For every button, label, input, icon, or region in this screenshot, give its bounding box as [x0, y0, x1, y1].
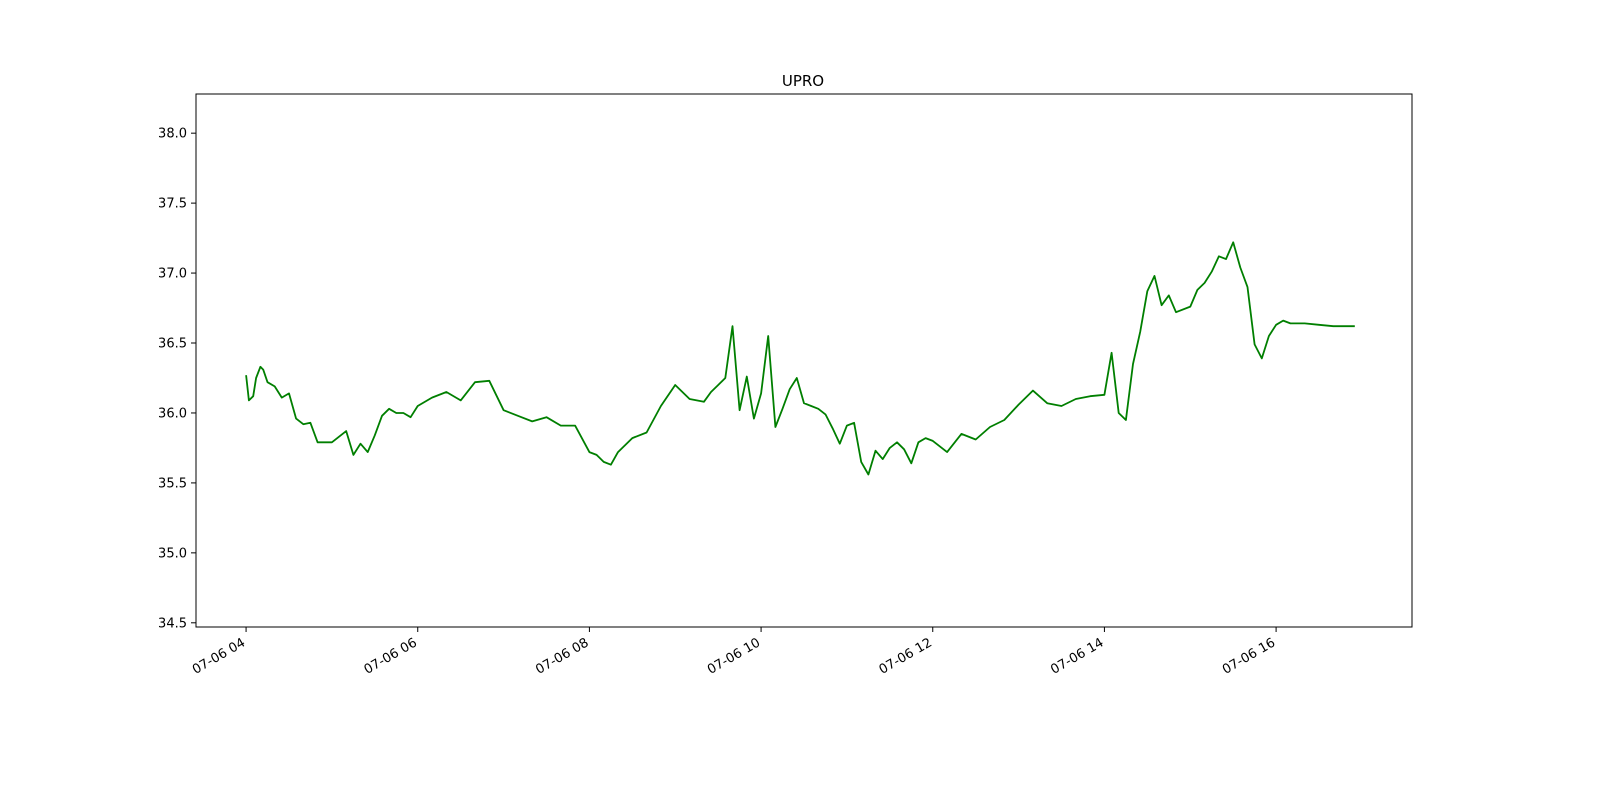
x-tick-label: 07-06 04: [190, 635, 248, 677]
x-tick-label: 07-06 08: [533, 635, 591, 677]
y-tick-label: 36.0: [158, 406, 187, 421]
chart-title: UPRO: [782, 72, 824, 90]
x-tick-label: 07-06 10: [705, 635, 763, 677]
x-tick-label: 07-06 16: [1220, 635, 1278, 677]
plot-frame: [195, 93, 1413, 628]
x-tick-label: 07-06 06: [362, 635, 420, 677]
x-tick-label: 07-06 14: [1048, 635, 1106, 677]
y-tick-label: 34.5: [158, 616, 187, 631]
y-tick-label: 38.0: [158, 127, 187, 142]
series-line: [245, 241, 1355, 476]
x-tick-label: 07-06 12: [877, 635, 935, 677]
x-axis: 07-06 04 07-06 06 07-06 08 07-06 10 07-06 12…: [190, 627, 1278, 678]
y-tick-label: 35.0: [158, 546, 187, 561]
y-axis: 34.5 35.0 35.5 36.0 36.5 37.0 37.5 38.0: [158, 127, 196, 631]
y-tick-label: 36.5: [158, 337, 187, 352]
y-tick-label: 37.0: [158, 267, 187, 282]
y-tick-label: 35.5: [158, 476, 187, 491]
plot-area: [245, 241, 1355, 476]
y-tick-label: 37.5: [158, 197, 187, 212]
